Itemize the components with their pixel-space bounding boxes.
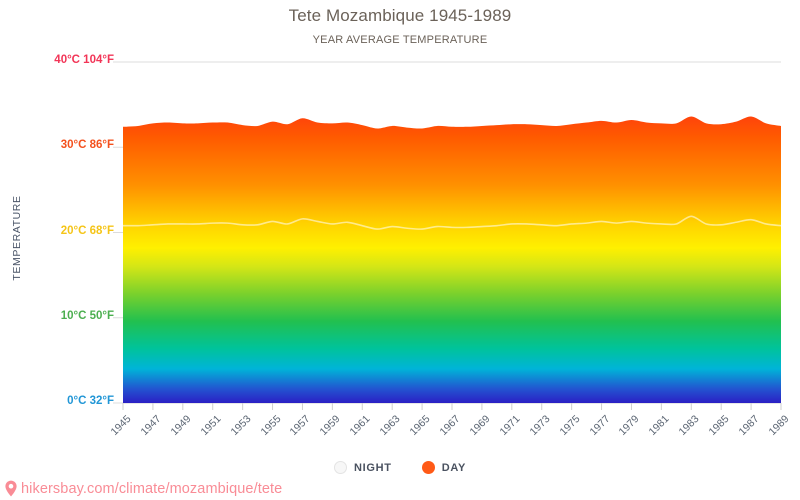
y-axis-tick-label: 0°C 32°F	[67, 395, 114, 407]
legend-item-night[interactable]: NIGHT	[333, 461, 392, 474]
y-axis-tick-label: 40°C 104°F	[54, 54, 114, 66]
source-link-text: hikersbay.com/climate/mozambique/tete	[21, 480, 283, 497]
y-axis-tick-label: 20°C 68°F	[60, 224, 114, 237]
y-axis-tick-label: 10°C 50°F	[60, 309, 114, 322]
location-pin-icon	[5, 480, 17, 497]
chart-subtitle: YEAR AVERAGE TEMPERATURE	[312, 34, 488, 46]
night-curve	[122, 215, 782, 230]
source-link[interactable]: hikersbay.com/climate/mozambique/tete	[4, 480, 282, 497]
y-axis-ticks: 40°C 104°F 30°C 86°F 20°C 68°F 10°C 50°F 0°C…	[0, 0, 114, 500]
x-axis-tick-marks	[122, 403, 782, 410]
temperature-band	[123, 116, 781, 403]
chart-legend: NIGHT DAY	[0, 461, 800, 474]
legend-item-day[interactable]: DAY	[421, 461, 467, 474]
legend-label-night: NIGHT	[353, 461, 392, 474]
legend-label-day: DAY	[441, 461, 467, 474]
night-swatch-icon	[333, 461, 347, 474]
y-axis-tick-label: 30°C 86°F	[60, 139, 114, 152]
day-swatch-icon	[421, 461, 435, 474]
page-title: Tete Mozambique 1945-1989	[288, 6, 512, 25]
